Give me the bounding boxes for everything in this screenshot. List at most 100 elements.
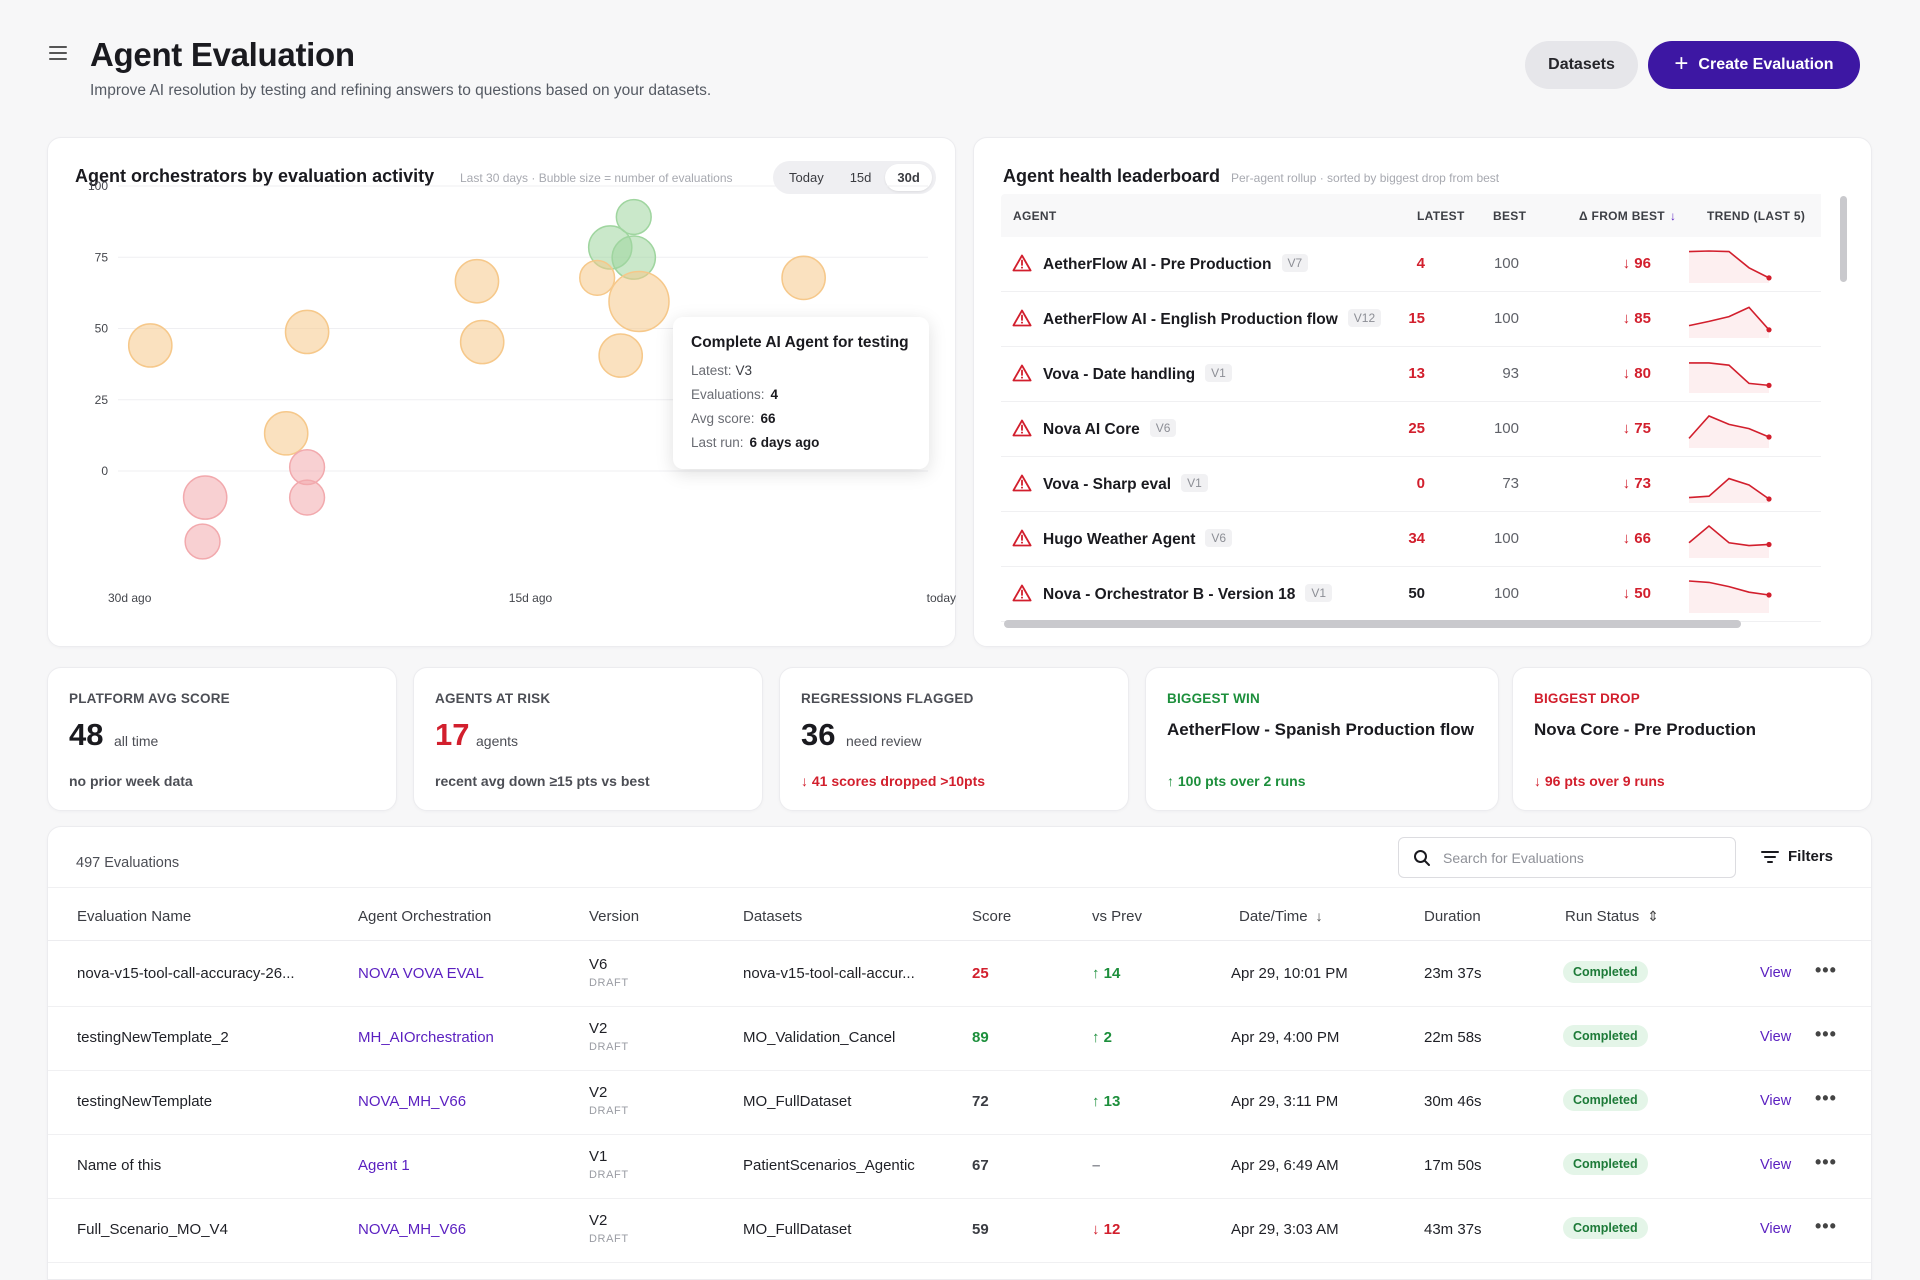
col-trend: TREND (LAST 5): [1707, 209, 1806, 223]
bubble-point[interactable]: [127, 323, 173, 368]
warning-icon: [1012, 419, 1032, 437]
col-date-time[interactable]: Date/Time ↓: [1239, 908, 1323, 925]
col-latest[interactable]: LATEST: [1417, 209, 1465, 223]
search-input[interactable]: [1443, 848, 1723, 868]
tooltip-title: Complete AI Agent for testing: [691, 334, 909, 351]
evaluation-name[interactable]: Name of this: [77, 1157, 162, 1174]
bubble-point[interactable]: [598, 333, 644, 378]
filter-icon: [1761, 850, 1779, 863]
range-today[interactable]: Today: [789, 170, 824, 185]
bubble-point[interactable]: [284, 309, 330, 355]
more-options-icon[interactable]: •••: [1815, 1024, 1837, 1044]
col-run-status[interactable]: Run Status ⇕: [1565, 908, 1659, 925]
warning-icon: [1012, 584, 1032, 602]
col-agent[interactable]: AGENT: [1013, 209, 1057, 223]
table-row[interactable]: Name of this Agent 1 V1 DRAFT PatientScenari…: [48, 1134, 1871, 1199]
bubble-point[interactable]: [184, 523, 221, 560]
agent-name[interactable]: AetherFlow AI - English Production flow V…: [1043, 309, 1382, 329]
datasets-button[interactable]: Datasets: [1525, 41, 1638, 89]
agent-orchestration-link[interactable]: NOVA_MH_V66: [358, 1093, 467, 1110]
agent-name[interactable]: Hugo Weather Agent V6: [1043, 529, 1233, 549]
col-version[interactable]: Version: [589, 908, 640, 925]
view-link[interactable]: View: [1760, 1029, 1792, 1045]
col-evaluation-name[interactable]: Evaluation Name: [77, 908, 192, 925]
bubble-point[interactable]: [608, 270, 670, 333]
bubble-point[interactable]: [579, 259, 616, 296]
agent-orchestration-link[interactable]: NOVA_MH_V66: [358, 1221, 467, 1238]
version-label: V2: [589, 1020, 608, 1037]
view-link[interactable]: View: [1760, 1157, 1792, 1173]
col-duration[interactable]: Duration: [1424, 908, 1481, 925]
trend-last-point: [1766, 434, 1772, 440]
evaluation-name[interactable]: testingNewTemplate_2: [77, 1029, 229, 1046]
evaluation-name[interactable]: testingNewTemplate: [77, 1093, 213, 1110]
col-delta[interactable]: Δ FROM BEST ↓: [1579, 209, 1677, 223]
bubble-point[interactable]: [454, 258, 500, 304]
horizontal-scrollbar[interactable]: [1004, 620, 1741, 628]
table-row[interactable]: testingNewTemplate NOVA_MH_V66 V2 DRAFT MO_F…: [48, 1070, 1871, 1135]
date-time: Apr 29, 10:01 PM: [1231, 965, 1348, 982]
col-score[interactable]: Score: [972, 908, 1012, 925]
date-time: Apr 29, 6:49 AM: [1231, 1157, 1339, 1174]
leaderboard-row[interactable]: AetherFlow AI - Pre Production V7 4 100 ↓ 96: [1001, 237, 1821, 292]
leaderboard-row[interactable]: Vova - Sharp eval V1 0 73 ↓ 73: [1001, 457, 1821, 512]
agent-name[interactable]: Vova - Date handling V1: [1043, 364, 1232, 384]
more-options-icon[interactable]: •••: [1815, 960, 1837, 980]
score-value: 59: [972, 1221, 989, 1238]
stat-value: 17: [435, 717, 470, 752]
view-link[interactable]: View: [1760, 1221, 1792, 1237]
more-options-icon[interactable]: •••: [1815, 1152, 1837, 1172]
stat-unit: need review: [846, 733, 922, 749]
dataset-name: nova-v15-tool-call-accur...: [743, 965, 915, 982]
latest-score: 4: [1416, 255, 1425, 272]
evaluation-name[interactable]: Full_Scenario_MO_V4: [77, 1221, 228, 1238]
leaderboard-row[interactable]: AetherFlow AI - English Production flow V…: [1001, 292, 1821, 347]
filters-button[interactable]: Filters: [1761, 848, 1833, 865]
draft-label: DRAFT: [589, 1233, 629, 1245]
bubble-point[interactable]: [615, 198, 652, 236]
bubble-point[interactable]: [459, 319, 505, 365]
table-row[interactable]: testingNewTemplate_2 MH_AIOrchestration V2…: [48, 1006, 1871, 1071]
evaluation-name[interactable]: nova-v15-tool-call-accuracy-26...: [77, 965, 295, 982]
leaderboard-row[interactable]: Hugo Weather Agent V6 34 100 ↓ 66: [1001, 512, 1821, 567]
col-agent-orchestration[interactable]: Agent Orchestration: [358, 908, 492, 925]
leaderboard-row[interactable]: Nova - Orchestrator B - Version 18 V1 50 10…: [1001, 567, 1821, 622]
stat-unit: agents: [476, 733, 519, 749]
bubble-point[interactable]: [288, 479, 326, 516]
latest-score: 0: [1416, 475, 1425, 492]
stat-label: PLATFORM AVG SCORE: [69, 691, 230, 706]
delta-from-best: ↓ 75: [1622, 420, 1651, 437]
view-link[interactable]: View: [1760, 965, 1792, 981]
dataset-name: MO_FullDataset: [743, 1093, 852, 1110]
vs-prev-value: –: [1092, 1157, 1101, 1174]
bubble-point[interactable]: [781, 255, 826, 301]
col-best[interactable]: BEST: [1493, 209, 1527, 223]
agent-orchestration-link[interactable]: Agent 1: [358, 1157, 410, 1174]
page-subtitle: Improve AI resolution by testing and ref…: [90, 82, 712, 99]
view-link[interactable]: View: [1760, 1093, 1792, 1109]
table-row[interactable]: nova-v15-tool-call-accuracy-26... NOVA VO…: [48, 942, 1871, 1007]
leaderboard-row[interactable]: Nova AI Core V6 25 100 ↓ 75: [1001, 402, 1821, 457]
col-datasets[interactable]: Datasets: [743, 908, 803, 925]
create-evaluation-button[interactable]: + Create Evaluation: [1648, 41, 1860, 89]
agent-name[interactable]: AetherFlow AI - Pre Production V7: [1043, 254, 1309, 274]
delta-from-best: ↓ 50: [1622, 585, 1651, 602]
range-15d[interactable]: 15d: [849, 170, 872, 185]
hamburger-icon[interactable]: [49, 46, 67, 60]
agent-orchestration-link[interactable]: MH_AIOrchestration: [358, 1029, 494, 1046]
bubble-point[interactable]: [288, 448, 326, 486]
agent-name[interactable]: Nova - Orchestrator B - Version 18 V1: [1043, 584, 1333, 604]
bubble-point[interactable]: [182, 475, 228, 520]
agent-orchestration-link[interactable]: NOVA VOVA EVAL: [358, 965, 484, 982]
col-vs-prev[interactable]: vs Prev: [1092, 908, 1143, 925]
more-options-icon[interactable]: •••: [1815, 1088, 1837, 1108]
vertical-scrollbar[interactable]: [1840, 196, 1847, 282]
agent-name[interactable]: Vova - Sharp eval V1: [1043, 474, 1208, 494]
more-options-icon[interactable]: •••: [1815, 1216, 1837, 1236]
table-row[interactable]: Full_Scenario_MO_V4 NOVA_MH_V66 V2 DRAFT MO_…: [48, 1198, 1871, 1263]
bubble-point[interactable]: [263, 410, 309, 456]
status-badge: Completed: [1563, 961, 1648, 983]
agent-name[interactable]: Nova AI Core V6: [1043, 419, 1177, 439]
leaderboard-row[interactable]: Vova - Date handling V1 13 93 ↓ 80: [1001, 347, 1821, 402]
search-box[interactable]: [1398, 837, 1736, 878]
